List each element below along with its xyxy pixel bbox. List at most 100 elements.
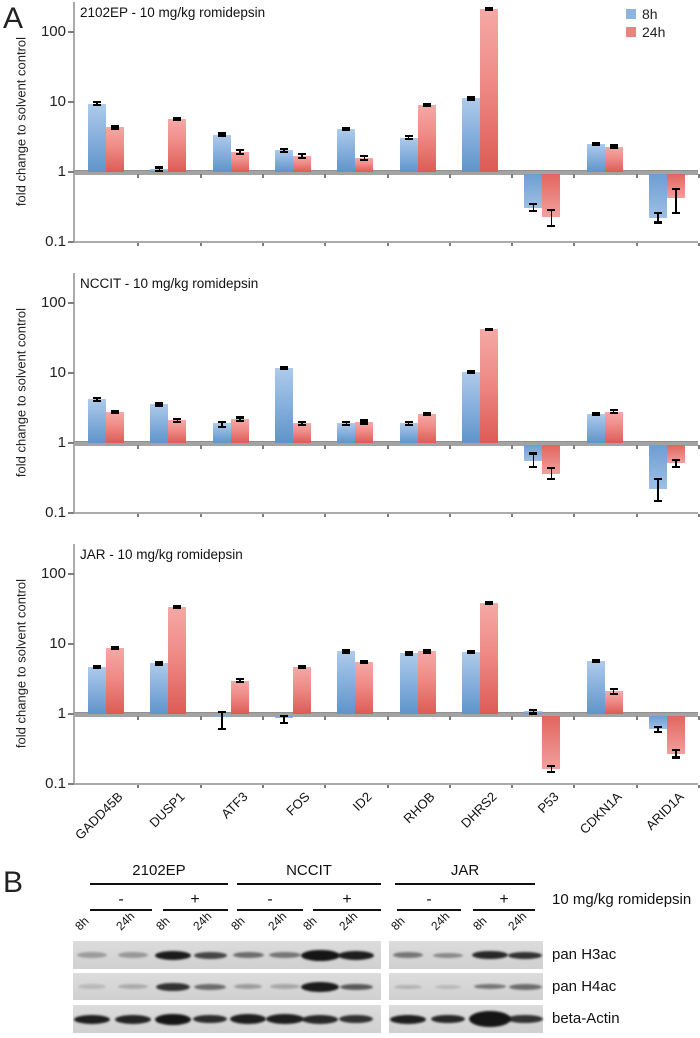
blot-band — [393, 952, 423, 958]
error-cap-bottom — [609, 692, 618, 695]
panel-a-label: A — [3, 2, 24, 35]
condition-sign: - — [267, 891, 273, 908]
x-tick — [698, 445, 700, 449]
bar-8h-GADD45B — [88, 399, 107, 443]
y-tick — [68, 442, 74, 444]
y-tick-label: 1 — [57, 705, 66, 722]
chart-title: NCCIT - 10 mg/kg romidepsin — [80, 276, 259, 291]
blot-band — [234, 984, 262, 989]
bar-8h-DUSP1 — [150, 404, 169, 443]
error-whisker — [407, 421, 410, 426]
error-whisker — [96, 102, 98, 105]
error-cap-bottom — [173, 420, 182, 424]
blot-band — [302, 1014, 338, 1024]
error-cap-bottom — [155, 404, 164, 407]
bar-8h-DHRS2 — [461, 98, 480, 172]
chart-title: 2102EP - 10 mg/kg romidepsin — [80, 5, 266, 20]
error-cap-top — [484, 600, 493, 604]
error-cap-top — [422, 102, 431, 106]
condition-rule — [90, 909, 152, 911]
y-axis-line — [73, 544, 75, 784]
bar-24h-P53 — [542, 716, 561, 769]
error-cap-top — [466, 649, 475, 652]
x-tick — [448, 174, 451, 178]
baseline-at-1 — [74, 712, 698, 717]
error-whisker — [176, 419, 179, 422]
bar-8h-ARID1A — [648, 174, 667, 219]
bar-24h-GADD45B — [106, 411, 125, 443]
x-tick-bottom — [261, 785, 264, 788]
y-tick — [68, 713, 74, 715]
error-cap-top — [547, 466, 556, 470]
error-cap-bottom — [466, 652, 475, 655]
y-tick-label: 0.1 — [45, 504, 66, 521]
bar-24h-ATF3 — [230, 680, 249, 714]
x-tick — [137, 716, 140, 720]
error-cap-bottom — [217, 727, 226, 730]
bar-8h-DHRS2 — [461, 372, 480, 443]
error-cap-top — [155, 166, 164, 169]
baseline-at-1 — [74, 170, 698, 175]
chart-title: JAR - 10 mg/kg romidepsin — [80, 547, 243, 562]
error-whisker — [363, 420, 366, 424]
legend-item-8h: 8h — [626, 6, 658, 22]
bar-8h-ATF3 — [212, 423, 231, 443]
bar-24h-ARID1A — [666, 445, 685, 463]
bar-8h-RHOB — [399, 653, 418, 714]
error-cap-top — [173, 418, 182, 421]
x-tick — [261, 716, 264, 720]
x-bottom-border — [73, 783, 698, 785]
error-cap-bottom — [360, 422, 369, 425]
error-cap-top — [547, 208, 556, 211]
error-whisker — [96, 665, 98, 669]
blot-band — [338, 950, 374, 960]
error-cap-top — [173, 117, 182, 120]
error-whisker — [550, 467, 552, 479]
bar-24h-FOS — [293, 155, 312, 172]
error-cap-top — [155, 661, 164, 664]
error-cap-bottom — [298, 667, 307, 670]
panel-b-label: B — [3, 866, 24, 899]
error-cap-top — [591, 411, 600, 414]
bar-24h-ID2 — [355, 662, 374, 714]
x-tick-bottom — [511, 785, 514, 788]
error-cap-top — [298, 153, 307, 156]
x-tick — [324, 716, 327, 720]
error-whisker — [158, 167, 161, 171]
error-cap-bottom — [671, 211, 680, 215]
error-whisker — [407, 651, 410, 655]
bar-8h-ATF3 — [212, 134, 231, 172]
bar-24h-DUSP1 — [168, 420, 187, 443]
x-tick — [448, 716, 451, 720]
error-whisker — [612, 145, 615, 149]
error-cap-bottom — [111, 647, 120, 651]
bar-24h-DHRS2 — [479, 329, 498, 443]
x-tick-bottom — [635, 243, 638, 246]
error-cap-bottom — [342, 423, 351, 426]
error-cap-top — [360, 154, 369, 158]
error-cap-top — [466, 369, 475, 373]
error-whisker — [612, 688, 615, 694]
blot-band — [508, 983, 542, 990]
error-whisker — [239, 149, 241, 154]
error-cap-top — [217, 710, 226, 714]
x-tick-bottom — [448, 785, 451, 788]
bar-8h-ID2 — [337, 129, 356, 172]
condition-sign: - — [118, 891, 124, 908]
error-whisker — [283, 715, 285, 724]
y-tick-label: 100 — [40, 565, 66, 582]
cell-line-label-2102ep: 2102EP — [132, 862, 186, 879]
error-whisker — [114, 125, 116, 129]
blot-band — [230, 1014, 266, 1024]
condition-rule — [237, 909, 303, 911]
y-tick — [68, 101, 74, 103]
error-cap-bottom — [466, 372, 475, 375]
error-whisker — [550, 766, 552, 772]
condition-sign: + — [499, 891, 509, 908]
x-bottom-border — [73, 512, 698, 514]
error-cap-bottom — [217, 425, 226, 428]
bar-8h-ID2 — [337, 423, 356, 443]
legend-label-24h: 24h — [642, 24, 666, 40]
blot-band — [193, 1015, 227, 1023]
x-tick — [573, 716, 576, 720]
